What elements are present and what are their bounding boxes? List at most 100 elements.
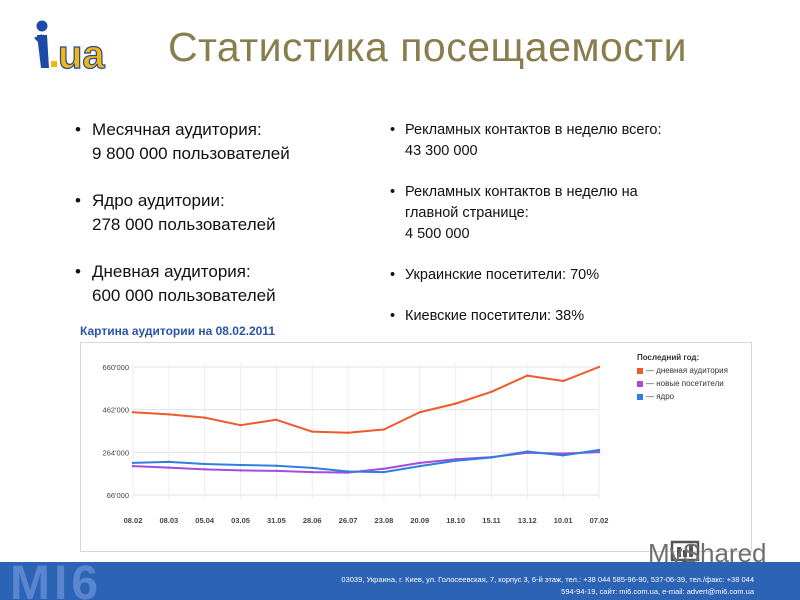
legend-swatch: [637, 367, 643, 374]
y-tick-label: 462'000: [103, 406, 129, 415]
list-item: Рекламных контактов в неделю на главной …: [388, 182, 748, 245]
data-point: [454, 459, 457, 462]
data-point: [131, 461, 135, 465]
audience-chart: 660'000 462'000 264'000 66'000 08.02 08.03 05.…: [80, 342, 752, 552]
x-tick-label: 05.04: [195, 516, 215, 525]
list-item-label-cont: главной странице:: [405, 205, 529, 221]
iua-logo: ua: [30, 14, 125, 78]
data-point: [597, 365, 601, 369]
list-item-label: Ядро аудитории:: [92, 191, 225, 210]
x-tick-label: 31.05: [267, 516, 286, 525]
data-point: [275, 469, 278, 473]
data-point: [561, 452, 565, 455]
x-tick-label: 28.06: [303, 516, 322, 525]
list-item: Месячная аудитория: 9 800 000 пользовате…: [70, 118, 370, 166]
footer-address: 03039, Украина, г. Киев, ул. Голосеевска…: [341, 574, 754, 598]
list-item-label: Месячная аудитория:: [92, 120, 262, 139]
series-line: [132, 451, 600, 474]
list-item-label: Дневная аудитория:: [92, 262, 251, 281]
chart-legend: Последний год: — дневная аудитория — нов…: [637, 351, 728, 403]
data-point: [346, 470, 350, 473]
data-point: [239, 469, 242, 472]
x-tick-label: 07.02: [590, 516, 609, 525]
data-point: [167, 460, 171, 464]
list-item-value: 4 500 000: [405, 226, 470, 242]
data-point: [275, 418, 278, 421]
data-point: [311, 430, 314, 433]
list-item: Рекламных контактов в неделю всего: 43 3…: [388, 120, 748, 162]
data-point: [597, 450, 601, 454]
legend-swatch: [637, 393, 643, 400]
y-tick-label: 66'000: [107, 491, 129, 500]
data-point: [382, 428, 386, 431]
data-point: [239, 463, 242, 467]
legend-item: — новые посетители: [637, 377, 728, 390]
data-point: [418, 461, 421, 465]
data-point: [490, 390, 493, 393]
legend-item: — дневная аудитория: [637, 364, 728, 377]
x-tick-label: 26.07: [339, 516, 358, 525]
data-point: [131, 464, 135, 468]
address-line: 594-94-19, сайт: mi6.com.ua, e-mail: adv…: [561, 587, 754, 596]
data-point: [203, 416, 206, 419]
x-tick-label: 08.02: [124, 516, 143, 525]
svg-text:ua: ua: [58, 33, 105, 72]
data-point: [561, 379, 565, 383]
chart-plot: 660'000 462'000 264'000 66'000 08.02 08.03 05.…: [103, 363, 609, 525]
legend-swatch: [637, 380, 643, 387]
list-item-label: Рекламных контактов в неделю всего:: [405, 122, 662, 138]
list-item: Дневная аудитория: 600 000 пользователей: [70, 260, 370, 308]
data-point: [239, 423, 242, 427]
data-point: [382, 470, 386, 474]
x-tick-label: 08.03: [159, 516, 178, 525]
list-item-value: 43 300 000: [405, 143, 478, 159]
data-point: [490, 456, 493, 459]
contacts-list: Рекламных контактов в неделю всего: 43 3…: [388, 120, 748, 347]
legend-title: Последний год:: [637, 353, 700, 362]
data-point: [131, 411, 135, 414]
x-tick-label: 03.05: [231, 516, 250, 525]
legend-label: — ядро: [646, 392, 675, 401]
series-line: [132, 366, 600, 434]
data-point: [526, 450, 529, 453]
data-point: [418, 464, 421, 468]
x-tick-label: 13.12: [518, 516, 537, 525]
chart-title: Картина аудитории на 08.02.2011: [80, 324, 275, 338]
legend-label: — новые посетители: [646, 379, 724, 388]
list-item-value: 600 000 пользователей: [92, 286, 276, 305]
data-point: [203, 462, 206, 466]
list-item: Киевские посетители: 38%: [388, 306, 748, 327]
svg-text:MI6: MI6: [10, 560, 102, 600]
y-tick-label: 264'000: [103, 448, 129, 457]
list-item-label: Украинские посетители: 70%: [405, 267, 600, 283]
data-point: [526, 374, 529, 377]
data-point: [382, 467, 386, 470]
data-point: [311, 470, 314, 474]
list-item-label: Рекламных контактов в неделю на: [405, 184, 638, 200]
legend-label: — дневная аудитория: [646, 366, 728, 375]
footer-bar: [0, 562, 800, 600]
data-point: [454, 402, 457, 405]
y-tick-label: 660'000: [103, 363, 129, 372]
data-point: [167, 466, 171, 469]
x-tick-label: 20.09: [410, 516, 429, 525]
legend-item: — ядро: [637, 390, 728, 403]
data-point: [167, 413, 171, 416]
mi6-logo: MI6: [10, 560, 102, 600]
data-point: [418, 411, 421, 414]
address-line: 03039, Украина, г. Киев, ул. Голосеевска…: [341, 575, 754, 584]
list-item: Украинские посетители: 70%: [388, 265, 748, 286]
data-point: [311, 466, 314, 470]
series-line: [132, 448, 600, 474]
list-item: Ядро аудитории: 278 000 пользователей: [70, 189, 370, 237]
list-item-value: 278 000 пользователей: [92, 215, 276, 234]
page-title: Статистика посещаемости: [168, 24, 688, 70]
data-point: [346, 431, 350, 434]
list-item-label: Киевские посетители: 38%: [405, 308, 585, 324]
data-point: [597, 448, 601, 452]
iua-logo-graphic: ua: [34, 20, 106, 78]
data-point: [203, 468, 206, 471]
data-point: [561, 454, 565, 457]
x-tick-label: 23.08: [375, 516, 394, 525]
x-tick-label: 18.10: [446, 516, 465, 525]
